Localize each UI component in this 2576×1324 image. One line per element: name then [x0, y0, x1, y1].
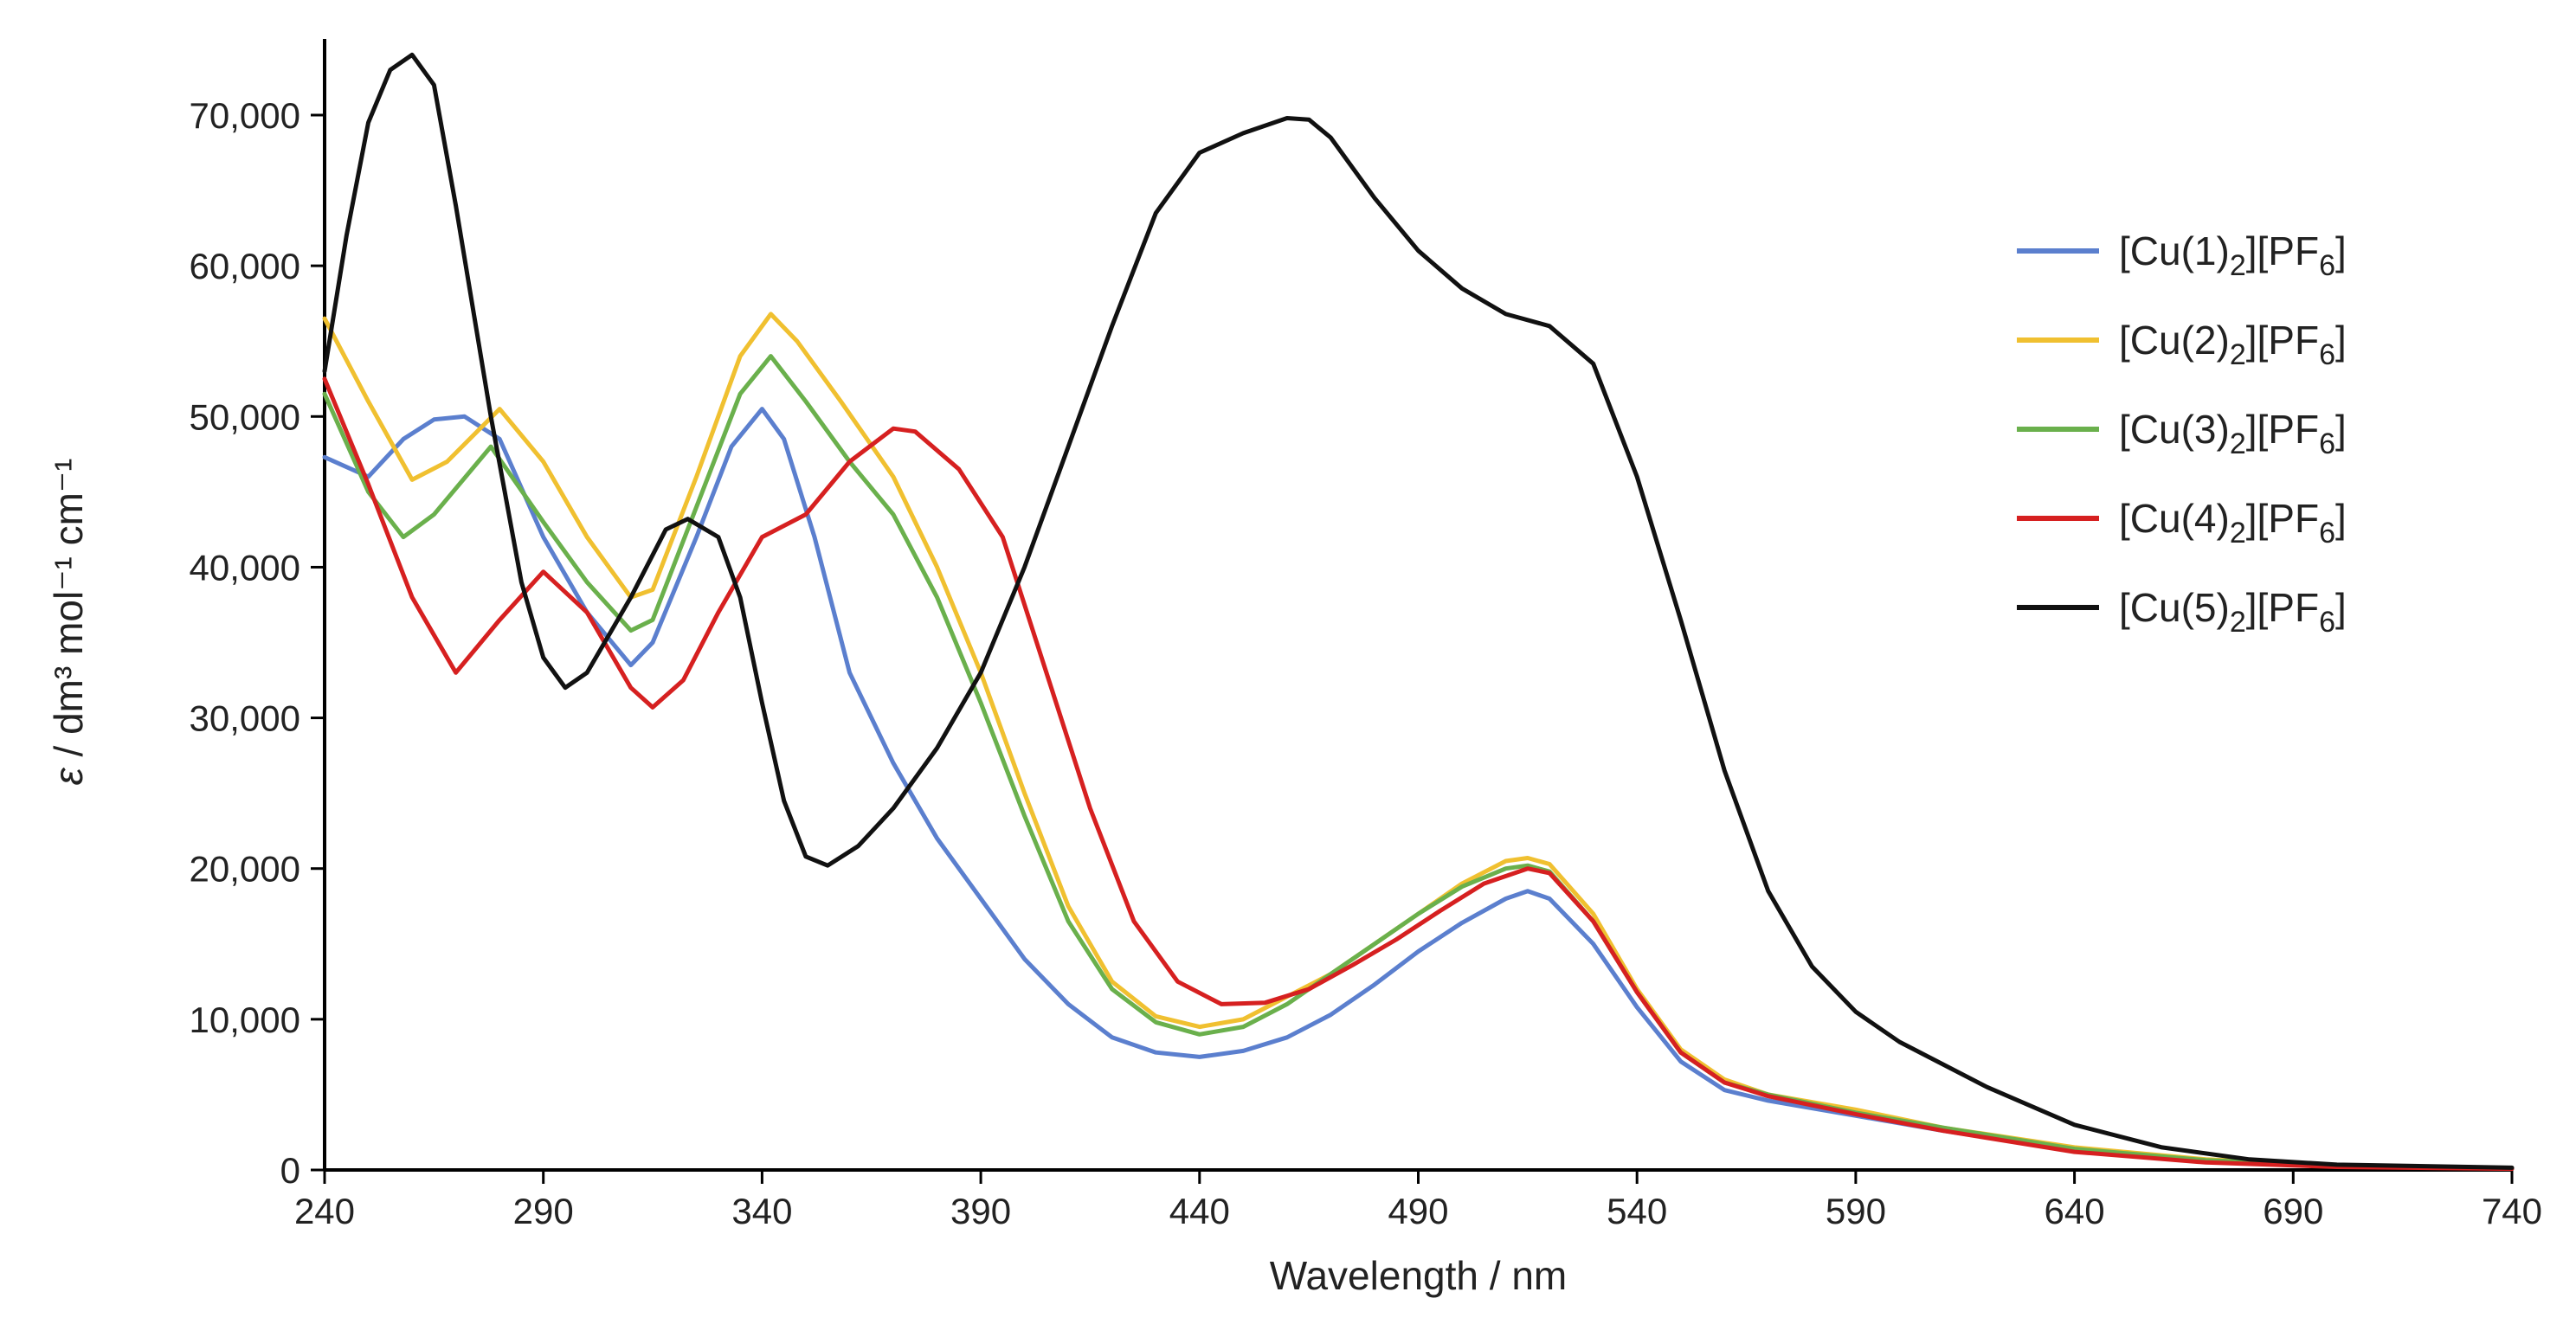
legend-label-label-main: [Cu(5)	[2119, 585, 2230, 630]
legend-label: [Cu(2)2][PF6]	[2119, 318, 2347, 371]
legend-label-label-mid: ][PF	[2246, 407, 2319, 452]
y-tick-label: 0	[280, 1150, 300, 1191]
y-axis-title-symbol: ε	[46, 767, 91, 785]
legend-label: [Cu(1)2][PF6]	[2119, 228, 2347, 282]
x-tick-label: 690	[2263, 1191, 2323, 1231]
legend-label-label-end: ]	[2335, 318, 2347, 363]
x-tick-label: 240	[294, 1191, 355, 1231]
legend-label-label-end: ]	[2335, 407, 2347, 452]
x-tick-label: 740	[2482, 1191, 2542, 1231]
legend-label-label-sub1: 2	[2230, 517, 2246, 550]
legend-label-label-mid: ][PF	[2246, 318, 2319, 363]
legend-label-label-sub1: 2	[2230, 338, 2246, 371]
legend-entry-5: [Cu(5)2][PF6]	[2017, 585, 2347, 639]
legend-label-label-main: [Cu(4)	[2119, 496, 2230, 541]
y-tick-label: 10,000	[190, 999, 300, 1040]
legend-label-label-sub2: 6	[2319, 427, 2335, 460]
y-tick-label: 50,000	[190, 396, 300, 437]
legend-label-label-main: [Cu(2)	[2119, 318, 2230, 363]
legend-label-label-sub1: 2	[2230, 249, 2246, 282]
series-line-2	[322, 312, 2515, 1171]
x-tick-label: 590	[1826, 1191, 1886, 1231]
x-axis-title: Wavelength / nm	[1270, 1253, 1567, 1298]
legend-label-label-sub1: 2	[2230, 427, 2246, 460]
y-axis-title-units: / dm³ mol⁻¹ cm⁻¹	[46, 459, 91, 768]
legend-label: [Cu(4)2][PF6]	[2119, 496, 2347, 550]
legend-label-label-mid: ][PF	[2246, 228, 2319, 273]
x-tick-label: 540	[1607, 1191, 1667, 1231]
series-line-5	[322, 52, 2515, 1170]
x-tick-label: 290	[513, 1191, 574, 1231]
series-lines	[322, 52, 2515, 1172]
legend-entry-3: [Cu(3)2][PF6]	[2017, 407, 2347, 460]
legend-label-label-end: ]	[2335, 228, 2347, 273]
legend-label-label-mid: ][PF	[2246, 496, 2319, 541]
series-line-4	[322, 376, 2515, 1172]
x-tick-label: 390	[950, 1191, 1011, 1231]
y-tick-label: 60,000	[190, 246, 300, 286]
legend-entry-2: [Cu(2)2][PF6]	[2017, 318, 2347, 371]
legend-label-label-sub2: 6	[2319, 249, 2335, 282]
legend-entry-4: [Cu(4)2][PF6]	[2017, 496, 2347, 550]
series-line-3	[322, 354, 2515, 1171]
y-tick-label: 40,000	[190, 547, 300, 588]
legend-label-label-mid: ][PF	[2246, 585, 2319, 630]
x-ticks: 240 290 340 390 440 490 540 590 640 690 740	[294, 1170, 2542, 1231]
legend-label-label-sub2: 6	[2319, 338, 2335, 371]
y-tick-label: 30,000	[190, 698, 300, 739]
legend-label-label-sub1: 2	[2230, 606, 2246, 639]
legend-entry-1: [Cu(1)2][PF6]	[2017, 228, 2347, 282]
legend-label-label-main: [Cu(3)	[2119, 407, 2230, 452]
legend-label-label-end: ]	[2335, 585, 2347, 630]
x-tick-label: 490	[1388, 1191, 1448, 1231]
legend-label: [Cu(5)2][PF6]	[2119, 585, 2347, 639]
y-tick-label: 70,000	[190, 95, 300, 136]
legend-label: [Cu(3)2][PF6]	[2119, 407, 2347, 460]
y-axis-title: ε / dm³ mol⁻¹ cm⁻¹	[46, 459, 91, 786]
x-tick-label: 340	[731, 1191, 792, 1231]
legend: [Cu(1)2][PF6][Cu(2)2][PF6][Cu(3)2][PF6][…	[2017, 228, 2347, 639]
legend-label-label-sub2: 6	[2319, 606, 2335, 639]
x-tick-label: 440	[1169, 1191, 1230, 1231]
legend-label-label-sub2: 6	[2319, 517, 2335, 550]
y-tick-label: 20,000	[190, 849, 300, 890]
x-tick-label: 640	[2045, 1191, 2105, 1231]
legend-label-label-end: ]	[2335, 496, 2347, 541]
y-ticks: 0 10,000 20,000 30,000 40,000 50,000 60,000 70,…	[190, 95, 325, 1191]
legend-label-label-main: [Cu(1)	[2119, 228, 2230, 273]
